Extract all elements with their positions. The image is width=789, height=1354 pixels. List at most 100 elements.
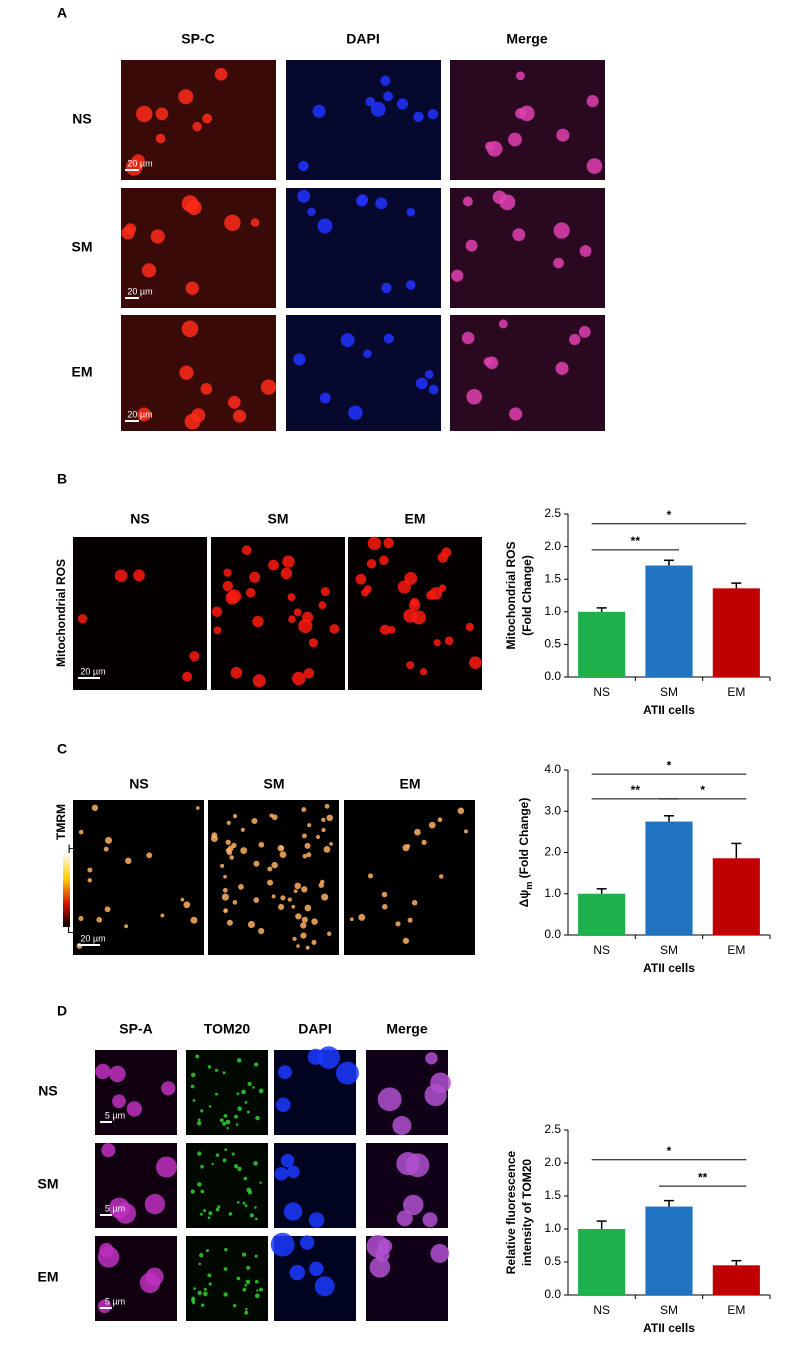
cell	[451, 269, 464, 282]
x-tick-label: SM	[660, 685, 678, 699]
cell	[308, 638, 318, 648]
cell	[292, 936, 297, 942]
cell	[430, 1244, 450, 1263]
cell	[293, 608, 302, 617]
cell	[231, 1152, 235, 1156]
cell	[91, 804, 99, 811]
cell	[247, 1190, 253, 1195]
y-tick-label: 2.5	[544, 506, 561, 520]
cell	[255, 1217, 258, 1221]
cell	[321, 893, 329, 901]
cell	[312, 104, 326, 118]
cell	[126, 1101, 142, 1117]
cell	[404, 572, 418, 585]
cell	[301, 807, 307, 812]
cell	[104, 906, 111, 913]
cell	[307, 823, 312, 828]
label: SM	[38, 1176, 59, 1192]
cell	[255, 1115, 260, 1121]
significance: **	[631, 783, 641, 797]
label: EM	[400, 776, 421, 792]
cell	[280, 567, 293, 580]
cell	[223, 874, 227, 879]
cell	[191, 1072, 196, 1078]
cell	[383, 333, 394, 344]
cell	[286, 1165, 300, 1179]
cell	[463, 829, 469, 834]
cell	[254, 1254, 258, 1258]
cell	[223, 908, 228, 913]
y-label-line: Relative fluorescence	[504, 1150, 518, 1274]
cell	[252, 674, 266, 688]
cell	[259, 1181, 262, 1184]
cell	[228, 1212, 233, 1216]
y-tick-label: 0.0	[544, 927, 561, 941]
label: EM	[405, 511, 426, 527]
cell	[438, 584, 447, 592]
cell	[95, 1063, 111, 1080]
cell	[193, 1287, 196, 1290]
cell	[288, 615, 296, 623]
cell	[419, 668, 428, 676]
cell	[370, 102, 386, 117]
cell	[233, 409, 247, 423]
cell	[207, 1216, 211, 1220]
cell	[323, 846, 331, 853]
cell	[254, 1293, 260, 1299]
y-tick-label: 3.0	[544, 803, 561, 817]
cell	[213, 626, 222, 635]
y-axis-label: Relative fluorescence intensity of TOM20	[504, 1150, 534, 1274]
cell	[279, 851, 287, 858]
cell	[274, 1166, 289, 1181]
cell	[226, 919, 233, 926]
cell	[211, 606, 223, 617]
cell	[197, 1182, 202, 1187]
cell	[253, 1161, 258, 1166]
cell	[512, 228, 526, 242]
cell	[392, 1116, 412, 1135]
x-tick-label: SM	[660, 943, 678, 957]
cell	[222, 887, 228, 893]
cell	[161, 1081, 176, 1096]
cell	[199, 1253, 204, 1258]
y-label-part: m	[524, 882, 534, 890]
cell	[254, 1206, 257, 1209]
cell	[156, 1156, 178, 1178]
y-tick-label: 1.0	[544, 886, 561, 900]
cell	[302, 611, 314, 623]
cell	[227, 845, 234, 852]
cell	[97, 1299, 112, 1314]
cell	[260, 379, 277, 395]
label: NS	[130, 511, 149, 527]
cell	[232, 1303, 237, 1308]
cell	[486, 140, 503, 157]
cell	[457, 807, 465, 815]
cell	[270, 1232, 295, 1257]
cell	[253, 897, 260, 903]
cell	[304, 904, 312, 912]
cell	[225, 1119, 231, 1125]
y-tick-label: 2.0	[544, 1155, 561, 1169]
y-tick-label: 0.0	[544, 1287, 561, 1301]
cell	[250, 218, 260, 227]
cell	[381, 891, 388, 898]
cell	[283, 1202, 303, 1221]
cell	[112, 1094, 126, 1109]
label: NS	[38, 1083, 57, 1099]
y-tick-label: 0.0	[544, 669, 561, 683]
cell	[258, 927, 265, 935]
label: DAPI	[346, 31, 379, 47]
cell	[121, 226, 135, 240]
cell	[234, 1114, 238, 1119]
cell	[293, 353, 306, 366]
cell	[287, 897, 292, 902]
cell	[237, 1166, 242, 1172]
cell	[427, 108, 439, 120]
cell	[251, 817, 258, 825]
cell	[245, 587, 256, 598]
cell	[321, 827, 326, 833]
x-axis-label: ATII cells	[643, 703, 695, 717]
cell	[269, 813, 274, 818]
cell	[101, 1143, 116, 1158]
label: B	[57, 471, 67, 487]
